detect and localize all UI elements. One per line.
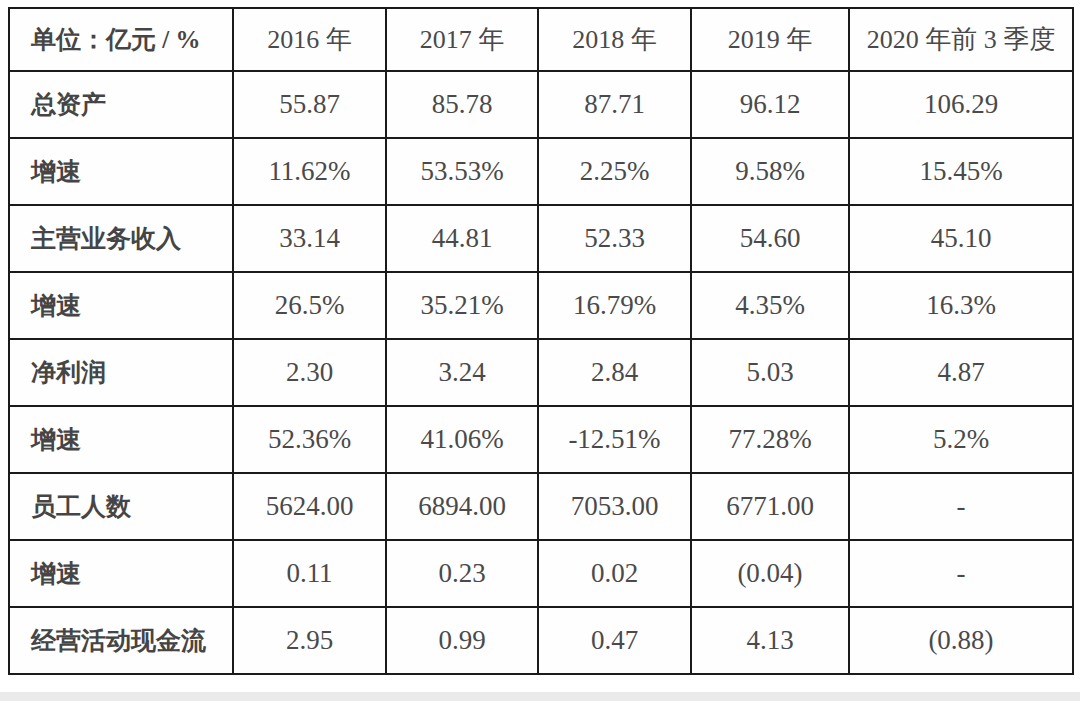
table-row-revenue-growth: 增速 26.5% 35.21% 16.79% 4.35% 16.3%	[9, 272, 1073, 339]
year-header-cell-2020q3: 2020 年前 3 季度	[849, 8, 1073, 71]
value-cell: 11.62%	[233, 138, 386, 205]
page-bottom-edge	[0, 692, 1080, 701]
value-cell: 4.13	[691, 607, 849, 674]
year-header-cell-2017: 2017 年	[386, 8, 538, 71]
value-cell: 87.71	[538, 71, 691, 138]
value-cell: 0.23	[386, 540, 538, 607]
year-header-cell-2016: 2016 年	[233, 8, 386, 71]
value-cell: 4.35%	[691, 272, 849, 339]
value-cell: 0.99	[386, 607, 538, 674]
metric-label-cell: 增速	[9, 540, 233, 607]
table-row-profit-growth: 增速 52.36% 41.06% -12.51% 77.28% 5.2%	[9, 406, 1073, 473]
header-row: 单位：亿元 / % 2016 年 2017 年 2018 年 2019 年 20…	[9, 8, 1073, 71]
value-cell: 2.84	[538, 339, 691, 406]
value-cell: 2.25%	[538, 138, 691, 205]
table-row-assets-growth: 增速 11.62% 53.53% 2.25% 9.58% 15.45%	[9, 138, 1073, 205]
value-cell: 2.30	[233, 339, 386, 406]
value-cell: -12.51%	[538, 406, 691, 473]
metric-label-cell: 经营活动现金流	[9, 607, 233, 674]
value-cell: 5624.00	[233, 473, 386, 540]
value-cell: 44.81	[386, 205, 538, 272]
value-cell: -	[849, 540, 1073, 607]
value-cell: 9.58%	[691, 138, 849, 205]
value-cell: 2.95	[233, 607, 386, 674]
value-cell: 26.5%	[233, 272, 386, 339]
metric-label-cell: 总资产	[9, 71, 233, 138]
value-cell: (0.88)	[849, 607, 1073, 674]
financial-table: 单位：亿元 / % 2016 年 2017 年 2018 年 2019 年 20…	[8, 7, 1074, 675]
value-cell: 52.36%	[233, 406, 386, 473]
value-cell: 0.02	[538, 540, 691, 607]
page: 单位：亿元 / % 2016 年 2017 年 2018 年 2019 年 20…	[0, 0, 1080, 701]
value-cell: 7053.00	[538, 473, 691, 540]
value-cell: 6894.00	[386, 473, 538, 540]
value-cell: 3.24	[386, 339, 538, 406]
table-row-total-assets: 总资产 55.87 85.78 87.71 96.12 106.29	[9, 71, 1073, 138]
value-cell: 5.03	[691, 339, 849, 406]
table-row-employees-growth: 增速 0.11 0.23 0.02 (0.04) -	[9, 540, 1073, 607]
table-row-operating-cashflow: 经营活动现金流 2.95 0.99 0.47 4.13 (0.88)	[9, 607, 1073, 674]
metric-label-cell: 增速	[9, 406, 233, 473]
value-cell: 55.87	[233, 71, 386, 138]
year-header-cell-2018: 2018 年	[538, 8, 691, 71]
value-cell: 6771.00	[691, 473, 849, 540]
table-row-net-profit: 净利润 2.30 3.24 2.84 5.03 4.87	[9, 339, 1073, 406]
value-cell: 0.11	[233, 540, 386, 607]
value-cell: 53.53%	[386, 138, 538, 205]
metric-label-cell: 净利润	[9, 339, 233, 406]
value-cell: 15.45%	[849, 138, 1073, 205]
table-row-employees: 员工人数 5624.00 6894.00 7053.00 6771.00 -	[9, 473, 1073, 540]
value-cell: 45.10	[849, 205, 1073, 272]
value-cell: 33.14	[233, 205, 386, 272]
value-cell: 0.47	[538, 607, 691, 674]
metric-label-cell: 增速	[9, 272, 233, 339]
value-cell: 106.29	[849, 71, 1073, 138]
financial-table-wrap: 单位：亿元 / % 2016 年 2017 年 2018 年 2019 年 20…	[8, 7, 1074, 675]
value-cell: -	[849, 473, 1073, 540]
value-cell: 96.12	[691, 71, 849, 138]
metric-label-cell: 员工人数	[9, 473, 233, 540]
value-cell: 54.60	[691, 205, 849, 272]
value-cell: 35.21%	[386, 272, 538, 339]
value-cell: (0.04)	[691, 540, 849, 607]
metric-label-cell: 主营业务收入	[9, 205, 233, 272]
unit-header-cell: 单位：亿元 / %	[9, 8, 233, 71]
value-cell: 16.79%	[538, 272, 691, 339]
value-cell: 16.3%	[849, 272, 1073, 339]
metric-label-cell: 增速	[9, 138, 233, 205]
table-row-main-revenue: 主营业务收入 33.14 44.81 52.33 54.60 45.10	[9, 205, 1073, 272]
value-cell: 5.2%	[849, 406, 1073, 473]
value-cell: 41.06%	[386, 406, 538, 473]
value-cell: 77.28%	[691, 406, 849, 473]
value-cell: 85.78	[386, 71, 538, 138]
value-cell: 4.87	[849, 339, 1073, 406]
value-cell: 52.33	[538, 205, 691, 272]
year-header-cell-2019: 2019 年	[691, 8, 849, 71]
